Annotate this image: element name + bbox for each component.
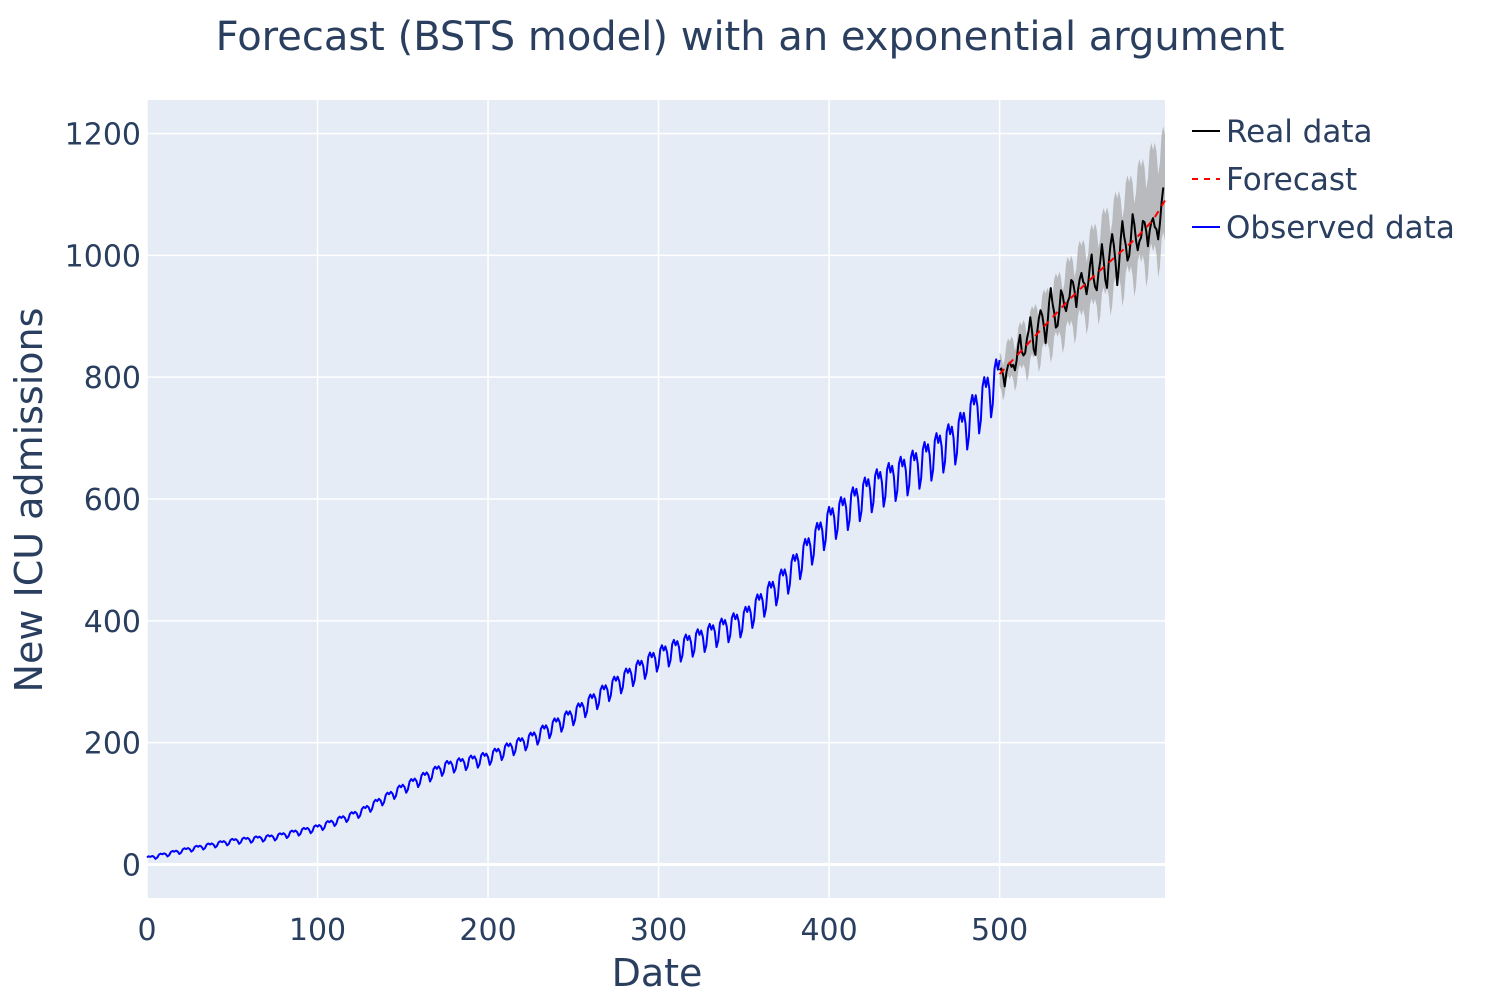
y-tick-label: 1200 xyxy=(65,118,141,153)
legend[interactable]: Real data Forecast Observed data xyxy=(1192,114,1455,246)
legend-item[interactable]: Real data xyxy=(1192,114,1373,150)
y-tick-label: 400 xyxy=(84,605,141,640)
y-tick-label: 200 xyxy=(84,727,141,762)
x-tick-label: 400 xyxy=(800,913,857,948)
y-tick-label: 0 xyxy=(122,848,141,883)
x-tick-label: 200 xyxy=(459,913,516,948)
tick-labels: 0 100 200 300 400 500 0 200 400 600 800 1000 1200 xyxy=(65,118,1029,948)
confidence-band xyxy=(999,126,1165,401)
series-observed-data xyxy=(146,358,1001,860)
legend-label: Observed data xyxy=(1226,210,1455,246)
x-tick-label: 100 xyxy=(289,913,346,948)
confidence-band-layer xyxy=(999,126,1165,401)
y-axis-title: New ICU admissions xyxy=(7,308,51,693)
series-layer xyxy=(146,187,1166,860)
series-real-data xyxy=(998,187,1165,388)
legend-item[interactable]: Observed data xyxy=(1192,210,1455,246)
series-forecast xyxy=(998,199,1166,375)
x-tick-label: 300 xyxy=(630,913,687,948)
legend-item[interactable]: Forecast xyxy=(1192,162,1357,198)
chart-title: Forecast (BSTS model) with an exponentia… xyxy=(216,14,1285,60)
legend-label: Forecast xyxy=(1226,162,1357,198)
y-tick-label: 1000 xyxy=(65,239,141,274)
legend-label: Real data xyxy=(1226,114,1373,150)
y-tick-label: 600 xyxy=(84,483,141,518)
x-axis-title: Date xyxy=(612,951,703,995)
grid xyxy=(146,100,1165,898)
y-tick-label: 800 xyxy=(84,361,141,396)
x-tick-label: 0 xyxy=(137,913,156,948)
x-tick-label: 500 xyxy=(971,913,1028,948)
